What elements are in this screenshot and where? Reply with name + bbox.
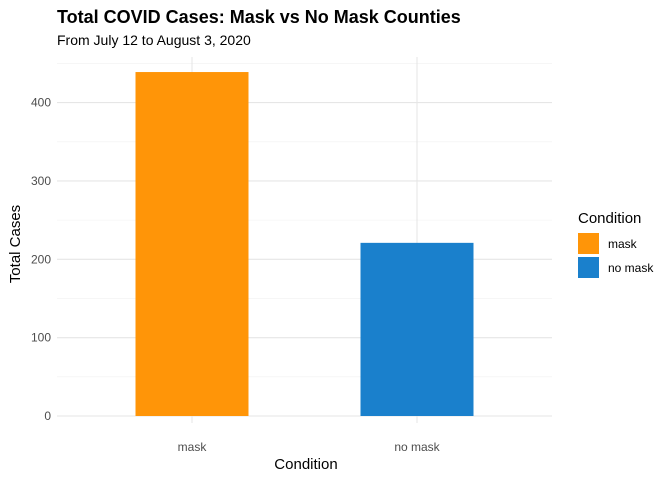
y-tick-label: 0 bbox=[44, 409, 51, 423]
x-tick-label: no mask bbox=[394, 440, 440, 454]
y-axis-title: Total Cases bbox=[7, 205, 24, 283]
chart-title: Total COVID Cases: Mask vs No Mask Count… bbox=[57, 7, 461, 27]
y-tick-label: 100 bbox=[31, 331, 51, 345]
x-axis-title: Condition bbox=[274, 456, 337, 473]
bar-mask bbox=[135, 72, 249, 416]
legend-title: Condition bbox=[578, 210, 641, 227]
legend-swatch bbox=[578, 257, 599, 278]
y-axis-ticks: 0 100 200 300 400 bbox=[31, 96, 51, 423]
chart-subtitle: From July 12 to August 3, 2020 bbox=[57, 32, 251, 48]
legend: Condition mask no mask bbox=[578, 210, 654, 278]
legend-swatch bbox=[578, 233, 599, 254]
x-axis-ticks: mask no mask bbox=[178, 440, 441, 454]
legend-label: no mask bbox=[608, 261, 654, 275]
bars bbox=[135, 72, 474, 416]
y-tick-label: 200 bbox=[31, 252, 51, 266]
grid bbox=[57, 57, 552, 423]
legend-label: mask bbox=[608, 237, 638, 251]
x-tick-label: mask bbox=[178, 440, 208, 454]
legend-entries: mask no mask bbox=[578, 233, 654, 278]
y-tick-label: 400 bbox=[31, 96, 51, 110]
bar-no-mask bbox=[360, 242, 474, 416]
y-tick-label: 300 bbox=[31, 174, 51, 188]
